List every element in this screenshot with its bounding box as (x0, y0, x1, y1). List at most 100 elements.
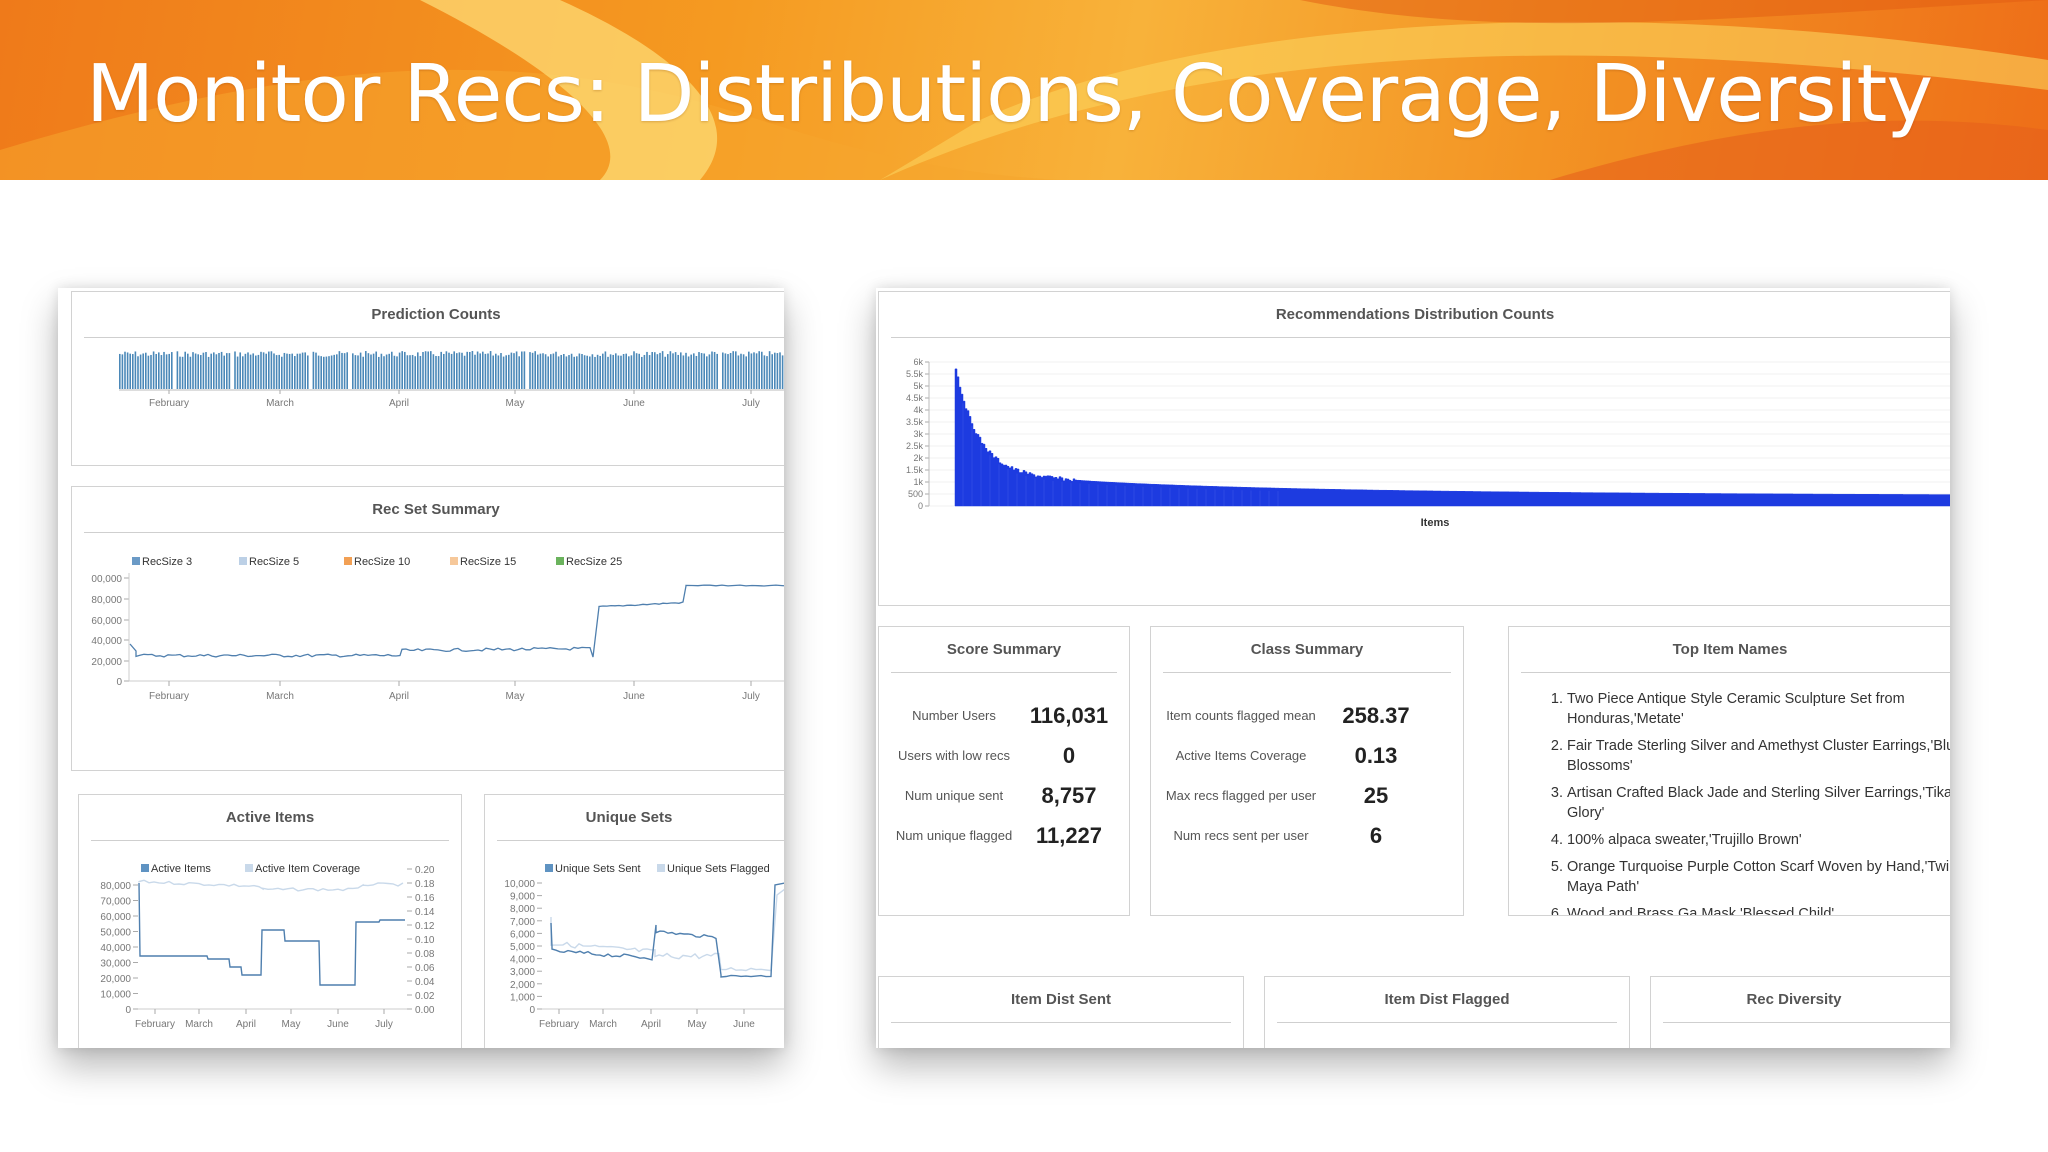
prediction-count-bar (594, 356, 596, 389)
prediction-count-bar (779, 352, 781, 389)
prediction-count-bar (437, 356, 440, 389)
prediction-count-bar (362, 356, 364, 389)
prediction-count-bar (179, 356, 181, 389)
prediction-count-bar (124, 351, 126, 389)
rec-set-summary-panel: Rec Set Summary RecSize 3 RecSize 5 RecSiz… (71, 486, 784, 771)
rec-dist-y-tick-label: 4k (913, 405, 923, 415)
unique-sets-panel: Unique Sets Unique Sets Sent Unique Sets … (484, 794, 784, 1048)
prediction-count-bar (134, 351, 137, 389)
active-items-y-tick-label: 40,000 (100, 943, 131, 954)
unique-sets-title: Unique Sets (585, 809, 673, 826)
rec-dist-bar-stripes (962, 403, 1279, 506)
rec-dist-y-tick-label: 0 (918, 501, 923, 511)
active-items-month-label: April (236, 1019, 256, 1030)
prediction-count-bar (450, 353, 453, 389)
prediction-count-bar (474, 354, 476, 389)
prediction-count-bar (768, 351, 771, 389)
rec-dist-y-tick-label: 5.5k (906, 369, 924, 379)
prediction-count-bar (307, 355, 309, 389)
prediction-count-bar (296, 353, 299, 389)
prediction-counts-bars (119, 351, 784, 389)
prediction-count-bar (774, 352, 776, 389)
rec-diversity-panel: Rec Diversity (1650, 976, 1950, 1048)
prediction-count-bar (226, 353, 228, 389)
prediction-count-bar (656, 354, 659, 389)
prediction-counts-month-label: March (266, 398, 294, 409)
prediction-count-bar (278, 354, 280, 389)
prediction-count-bar (568, 355, 570, 389)
prediction-count-bar (304, 352, 306, 389)
rec-set-month-label: March (266, 691, 294, 702)
prediction-count-bar (252, 353, 254, 389)
prediction-count-bar (223, 355, 225, 389)
prediction-count-bar (119, 353, 121, 389)
active-items-axes: 0 10,000 20,000 30,000 40,000 50,000 60,000 70,… (100, 865, 434, 1030)
rec-set-legend-swatch (132, 557, 140, 565)
active-items-y-tick-label: 70,000 (100, 897, 131, 908)
prediction-count-bar (648, 355, 651, 389)
prediction-count-bar (401, 351, 403, 389)
prediction-count-bar (255, 355, 257, 389)
active-items-month-label: July (375, 1019, 393, 1030)
active-items-y-tick-label: 10,000 (100, 990, 131, 1001)
prediction-count-bar (126, 352, 129, 389)
prediction-count-bar (396, 356, 398, 389)
rec-set-legend-swatch (556, 557, 564, 565)
prediction-count-bar (294, 356, 296, 389)
prediction-count-bar (732, 351, 734, 389)
score-summary-row-label: Num unique flagged (895, 828, 1013, 843)
prediction-count-bar (409, 355, 411, 389)
rec-dist-y-tick-label: 2.5k (906, 441, 924, 451)
active-items-y2-tick-label: 0.10 (415, 935, 435, 946)
class-summary-row-value: 6 (1369, 823, 1383, 848)
prediction-count-bar (432, 354, 435, 389)
active-items-y-tick-label: 60,000 (100, 912, 131, 923)
rec-set-month-label: June (623, 691, 645, 702)
active-items-legend-label: Active Item Coverage (255, 863, 360, 875)
prediction-count-bar (181, 356, 184, 389)
prediction-count-bar (742, 354, 745, 389)
prediction-count-bar (628, 356, 630, 389)
prediction-count-bar (132, 354, 134, 389)
rec-set-summary-title: Rec Set Summary (372, 501, 500, 518)
prediction-count-bar (476, 351, 479, 389)
prediction-count-bar (367, 353, 370, 389)
prediction-count-bar (328, 356, 330, 389)
active-items-title: Active Items (225, 809, 315, 826)
active-items-y2-tick-label: 0.04 (415, 977, 435, 988)
prediction-count-bar (661, 351, 664, 389)
recsize-3-series-line (129, 584, 784, 658)
prediction-count-bar (693, 353, 695, 389)
prediction-count-bar (388, 353, 390, 389)
active-items-month-label: June (327, 1019, 349, 1030)
prediction-count-bar (239, 352, 241, 389)
prediction-count-bar (680, 352, 682, 389)
prediction-count-bar (398, 352, 401, 389)
prediction-count-bar (458, 352, 461, 389)
prediction-count-bar (129, 353, 131, 389)
prediction-count-bar (176, 351, 179, 389)
item-dist-flagged-title: Item Dist Flagged (1384, 991, 1510, 1008)
top-items-list: Two Piece Antique Style Ceramic Sculptur… (1549, 689, 1950, 915)
prediction-count-bar (515, 351, 518, 389)
active-items-y2-tick-label: 0.06 (415, 963, 435, 974)
unique-sets-y-tick-label: 0 (529, 1005, 535, 1016)
active-items-y2-tick-label: 0.08 (415, 949, 435, 960)
prediction-count-bar (163, 351, 165, 389)
prediction-count-bar (607, 356, 609, 389)
unique-sets-legend: Unique Sets Sent Unique Sets Flagged (545, 863, 770, 875)
prediction-count-bar (359, 352, 362, 389)
prediction-counts-month-label: June (623, 398, 645, 409)
prediction-count-bar (495, 353, 497, 389)
prediction-count-bar (168, 353, 170, 389)
prediction-count-bar (766, 356, 768, 389)
prediction-count-bar (419, 355, 422, 389)
class-summary-row-value: 258.37 (1342, 703, 1410, 728)
prediction-count-bar (147, 355, 150, 389)
active-items-legend-swatch (245, 864, 253, 872)
prediction-count-bar (200, 355, 202, 389)
prediction-count-bar (207, 356, 210, 389)
prediction-count-bar (463, 355, 466, 389)
rec-set-legend-label: RecSize 15 (460, 556, 516, 568)
prediction-count-bar (249, 354, 252, 389)
